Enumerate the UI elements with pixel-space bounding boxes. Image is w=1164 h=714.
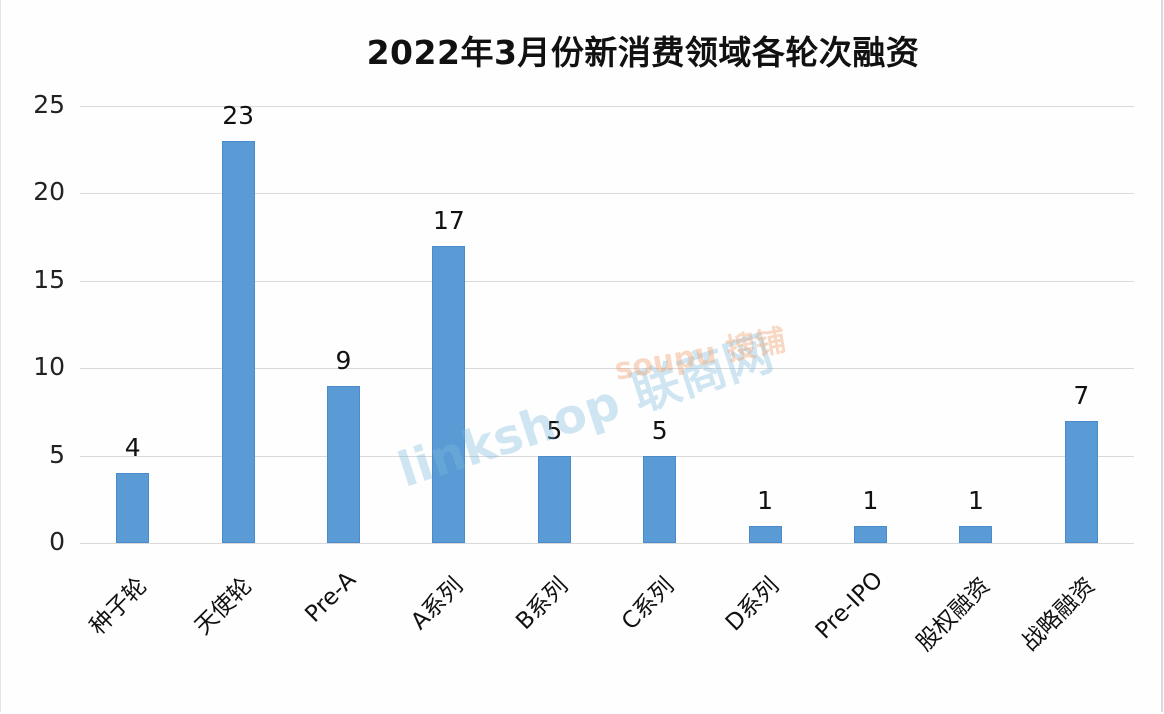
x-tick-label: Pre-A (299, 566, 361, 628)
bar (221, 140, 255, 543)
bar-value-label: 9 (335, 345, 352, 375)
bar (1064, 420, 1098, 543)
bar-value-label: 5 (651, 415, 668, 445)
gridline (80, 193, 1134, 195)
y-tick-label: 20 (33, 177, 65, 207)
bar (854, 525, 887, 543)
bar-value-label: 1 (862, 485, 879, 515)
bar (748, 525, 782, 543)
x-tick-label: A系列 (406, 572, 469, 635)
bar-value-label: 1 (967, 485, 984, 515)
y-tick-label: 25 (33, 90, 65, 119)
bar-value-label: 1 (757, 485, 774, 515)
bar (116, 473, 150, 543)
chart-title: 2022年3月份新消费领域各轮次融资 (366, 33, 920, 72)
x-tick-label: Pre-IPO (810, 566, 888, 645)
x-tick-label: B系列 (511, 572, 574, 635)
bar-value-label: 5 (546, 415, 563, 445)
x-tick-label: 股权融资 (911, 572, 996, 657)
y-tick-label: 5 (49, 439, 65, 469)
bar-value-label: 4 (124, 433, 141, 463)
bar-value-label: 7 (1073, 380, 1090, 410)
gridline (80, 455, 1134, 457)
bar (959, 525, 993, 543)
x-tick-label: 种子轮 (84, 572, 153, 641)
y-tick-label: 15 (33, 264, 65, 294)
x-tick-label: C系列 (616, 572, 680, 636)
y-tick-label: 10 (33, 352, 65, 382)
bar (537, 455, 571, 543)
bar (327, 385, 360, 543)
y-tick-label: 0 (49, 527, 65, 556)
bar (432, 245, 466, 543)
plot-area: 4 23 9 17 5 5 1 1 1 7 (80, 101, 1134, 544)
x-tick-label: D系列 (720, 572, 785, 637)
gridline (80, 280, 1134, 282)
x-tick-label: 战略融资 (1017, 572, 1101, 657)
bar-value-label: 17 (432, 205, 465, 235)
bar (643, 455, 677, 543)
gridline (80, 543, 1134, 544)
x-tick-label: 天使轮 (190, 572, 258, 641)
bar-value-label: 23 (222, 100, 254, 130)
gridline (80, 368, 1134, 370)
gridline (80, 106, 1134, 107)
